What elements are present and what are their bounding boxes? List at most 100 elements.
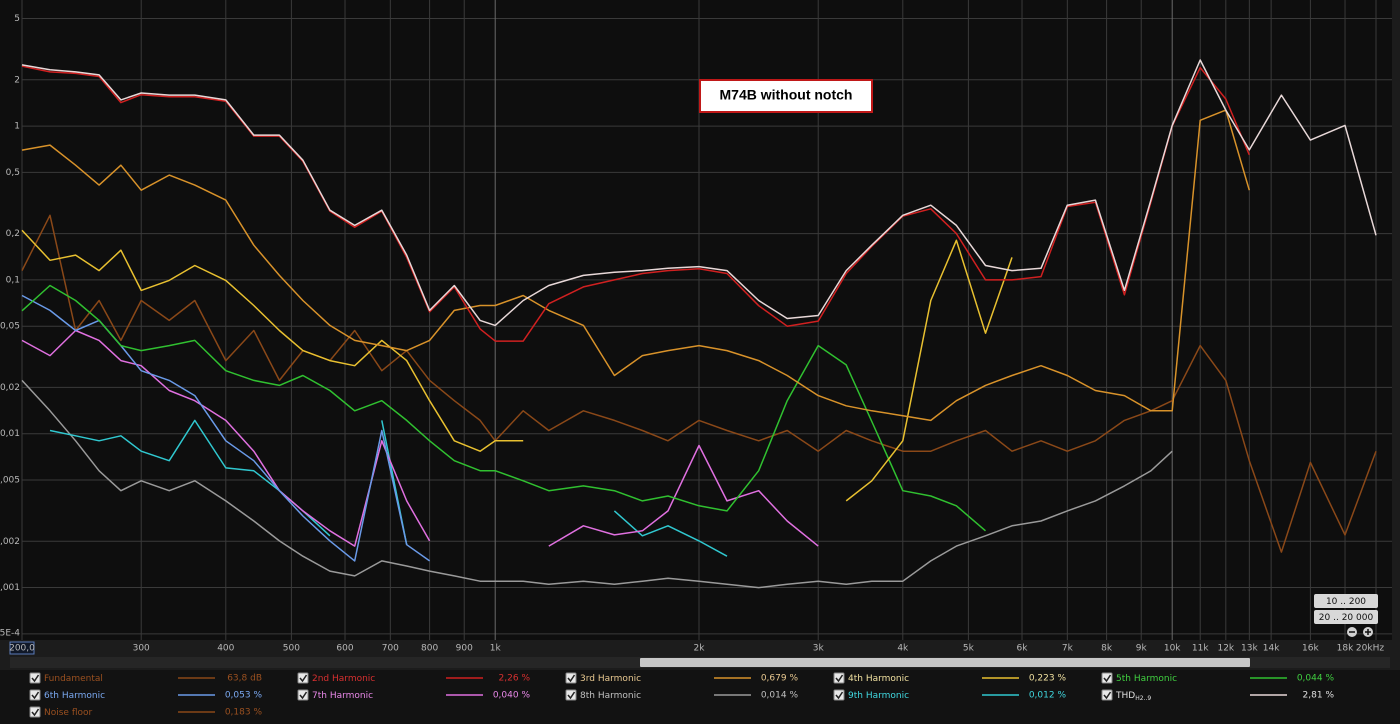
legend-label: 4th Harmonic — [848, 674, 909, 684]
legend-label-text: 8th Harmonic — [580, 691, 641, 701]
checkbox-tick — [1103, 674, 1112, 683]
legend-label: Noise floor — [44, 708, 93, 718]
x-tick-label: 2k — [694, 644, 706, 654]
legend-label: THDH2..9 — [1115, 691, 1151, 702]
x-tick-label: 3k — [813, 644, 825, 654]
y-tick-label: 1 — [14, 122, 20, 132]
y-tick-label: 0,2 — [6, 229, 20, 239]
legend-value: 2,26 % — [499, 674, 531, 684]
checkbox-tick — [31, 691, 40, 700]
series-line — [21, 294, 431, 562]
legend-label-sub: H2..9 — [1135, 695, 1151, 702]
y-tick-label: 0,005 — [0, 476, 20, 486]
series-line — [21, 65, 1250, 342]
series-line — [21, 109, 1251, 422]
x-tick-label: 6k — [1017, 644, 1029, 654]
legend-value: 0,223 % — [1029, 674, 1067, 684]
y-tick-label: 0,1 — [6, 275, 20, 285]
legend-value: 2,81 % — [1303, 691, 1335, 701]
legend-label: 8th Harmonic — [580, 691, 641, 701]
series-line — [21, 229, 1013, 502]
checkbox-tick — [299, 691, 308, 700]
legend-label: 2nd Harmonic — [312, 674, 375, 684]
legend-label-text: 2nd Harmonic — [312, 674, 375, 684]
x-tick-label: 16k — [1302, 644, 1319, 654]
x-tick-label: 600 — [336, 644, 353, 654]
legend-label: 5th Harmonic — [1116, 674, 1177, 684]
range-button[interactable] — [1314, 610, 1378, 624]
series-line — [21, 59, 1377, 327]
x-tick-label: 14k — [1263, 644, 1280, 654]
legend-value: 0,053 % — [225, 691, 263, 701]
x-tick-label: 12k — [1217, 644, 1234, 654]
legend-value: 0,014 % — [761, 691, 799, 701]
y-tick-label: 0,01 — [0, 429, 20, 439]
checkbox-tick — [567, 674, 576, 683]
x-tick-label: 7k — [1062, 644, 1074, 654]
legend-label: 9th Harmonic — [848, 691, 909, 701]
legend-label-text: 9th Harmonic — [848, 691, 909, 701]
y-tick-label: 0,05 — [0, 322, 20, 332]
y-tick-label: 0,001 — [0, 583, 20, 593]
zoom-in-icon — [1365, 629, 1371, 635]
x-tick-label: 20kHz — [1356, 644, 1384, 654]
x-axis-band — [0, 640, 1400, 656]
y-tick-label: 5 — [14, 14, 20, 24]
x-tick-label: 9k — [1136, 644, 1148, 654]
x-tick-label: 13k — [1241, 644, 1258, 654]
legend-value: 63,8 dB — [227, 674, 262, 684]
annotation: M74B without notch — [720, 87, 853, 103]
x-tick-label: 10k — [1164, 644, 1181, 654]
legend-label: Fundamental — [44, 674, 103, 684]
legend-label-text: 4th Harmonic — [848, 674, 909, 684]
series-line — [21, 379, 1173, 589]
x-tick-label: 800 — [421, 644, 438, 654]
legend-label-text: 5th Harmonic — [1116, 674, 1177, 684]
x-tick-label: 500 — [283, 644, 300, 654]
x-tick-label: 300 — [133, 644, 150, 654]
x-tick-label: 1k — [490, 644, 502, 654]
x-tick-label: 400 — [217, 644, 234, 654]
y-tick-label: 2 — [14, 75, 20, 85]
series-line — [21, 329, 819, 547]
legend-value: 0,040 % — [493, 691, 531, 701]
legend-label-text: THD — [1115, 691, 1135, 701]
legend-label-text: 7th Harmonic — [312, 691, 373, 701]
series-line — [21, 284, 986, 532]
x-tick-label: 900 — [456, 644, 473, 654]
checkbox-tick — [1103, 691, 1112, 700]
legend-label: 7th Harmonic — [312, 691, 373, 701]
scrollbar-thumb[interactable] — [640, 658, 1250, 667]
series-line — [21, 214, 1377, 553]
x-tick-label-box — [9, 641, 35, 655]
legend-value: 0,183 % — [225, 708, 263, 718]
x-tick-label: 18k — [1337, 644, 1354, 654]
legend-value: 0,012 % — [1029, 691, 1067, 701]
annotation-box — [699, 79, 873, 113]
legend-label: 6th Harmonic — [44, 691, 105, 701]
checkbox-tick — [835, 691, 844, 700]
checkbox-tick — [567, 691, 576, 700]
checkbox-tick — [31, 674, 40, 683]
legend-value: 0,679 % — [761, 674, 799, 684]
x-tick-label: 8k — [1101, 644, 1113, 654]
checkbox-tick — [31, 708, 40, 717]
legend-label-text: Fundamental — [44, 674, 103, 684]
checkbox-tick — [835, 674, 844, 683]
plot-area — [0, 0, 1392, 640]
legend-label-text: 6th Harmonic — [44, 691, 105, 701]
range-button[interactable] — [1314, 594, 1378, 608]
range-button-label: 10 .. 200 — [1326, 597, 1366, 607]
x-tick-label: 11k — [1192, 644, 1209, 654]
x-tick-label: 200,0 — [9, 644, 35, 654]
range-button-label: 20 .. 20 000 — [1319, 613, 1374, 623]
legend-label: 3rd Harmonic — [580, 674, 641, 684]
checkbox-tick — [299, 674, 308, 683]
legend-panel — [0, 670, 1400, 724]
legend-label-text: 3rd Harmonic — [580, 674, 641, 684]
y-tick-label: 0,5 — [6, 168, 20, 178]
y-tick-label: 0,02 — [0, 383, 20, 393]
x-tick-label: 5k — [963, 644, 975, 654]
y-tick-label: 0,002 — [0, 537, 20, 547]
